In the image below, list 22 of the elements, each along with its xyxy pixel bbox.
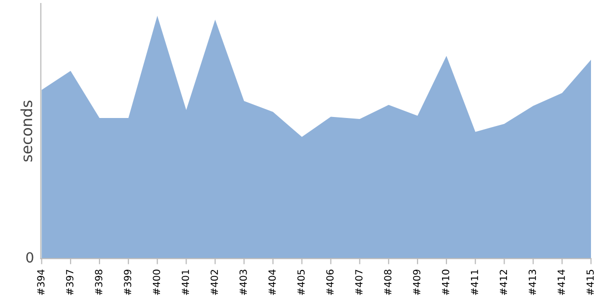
x-tick-label: #409 <box>412 270 420 295</box>
x-tick-label: #400 <box>152 270 160 295</box>
x-tick-label: #411 <box>470 270 478 295</box>
x-tick-label: #397 <box>66 270 74 295</box>
x-tick-label: #399 <box>124 270 132 295</box>
x-tick-label: #407 <box>355 270 363 295</box>
x-tick-label: #403 <box>240 270 247 295</box>
x-tick-label: #405 <box>297 270 305 295</box>
x-tick-label: #406 <box>326 270 334 295</box>
y-axis-title: seconds <box>20 100 32 162</box>
x-tick-label: #398 <box>94 270 102 295</box>
x-tick-label: #410 <box>442 270 450 295</box>
x-tick-label: #408 <box>384 270 392 295</box>
x-tick-label: #415 <box>586 270 594 295</box>
x-tick-label: #413 <box>528 270 536 295</box>
text: 0 <box>26 252 34 263</box>
x-tick-label: #394 <box>37 270 44 295</box>
x-tick-label: #414 <box>558 270 565 295</box>
x-tick-label: #412 <box>500 270 507 295</box>
x-tick-label: #401 <box>182 270 190 295</box>
x-tick-label: #404 <box>268 270 276 295</box>
x-tick-label: #402 <box>210 270 218 295</box>
